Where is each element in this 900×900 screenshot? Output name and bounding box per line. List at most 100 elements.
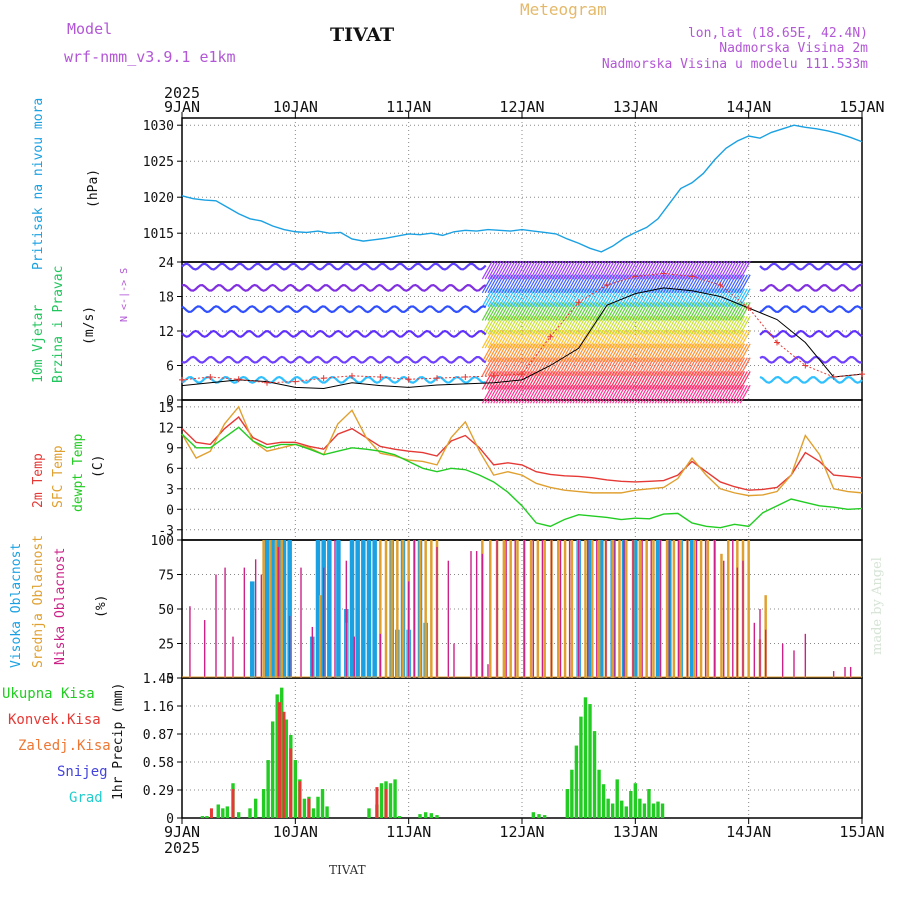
wind-barb: [617, 315, 629, 335]
wind-barb: [623, 274, 635, 294]
wind-barb: [558, 260, 570, 280]
wind-barb: [515, 329, 527, 349]
wind-barb: [600, 288, 612, 307]
wind-barb: [654, 357, 666, 376]
wind-barb: [634, 315, 646, 335]
wind-barb: [708, 302, 720, 321]
wind-barb: [711, 274, 723, 294]
wind-barb: [702, 343, 714, 363]
wind-barb: [493, 371, 505, 390]
cloud-mid-label: Srednja Oblacnost: [31, 535, 46, 668]
year-label-top: 2025: [164, 84, 200, 102]
wind-barb: [504, 288, 516, 307]
cloud-bar: [514, 540, 516, 678]
wind-barb: [495, 288, 508, 307]
wind-barb: [586, 384, 598, 404]
wind-direction-marker: [462, 374, 469, 380]
wind-barb: [558, 274, 570, 294]
wind-barb: [674, 343, 686, 363]
wind-barb: [668, 384, 680, 404]
cloud-bar: [481, 553, 484, 678]
wind-barb: [592, 274, 604, 294]
cloud-bar: [591, 540, 594, 678]
wind-barb: [728, 384, 740, 404]
wind-barb: [719, 329, 731, 349]
y-tick-label: 9: [166, 442, 174, 457]
wind-barb: [563, 357, 576, 376]
wind-barb: [677, 371, 689, 390]
wind-barb: [580, 343, 593, 363]
wind-barb: [561, 260, 573, 280]
wind-barb: [524, 302, 536, 321]
wind-barb: [612, 329, 624, 349]
wind-barb: [484, 329, 496, 349]
wind-barb: [572, 343, 584, 363]
y-tick-label: 0: [166, 394, 174, 409]
precip-bar: [221, 808, 225, 818]
wind-barb: [529, 302, 542, 321]
wind-barb: [538, 329, 550, 349]
cloud-bar: [536, 540, 540, 678]
wind-barb: [682, 329, 695, 349]
wind-barb: [529, 288, 542, 307]
wind-barb: [493, 384, 505, 404]
wind-barb: [648, 288, 661, 307]
wind-barb: [484, 315, 496, 335]
wind-barb: [640, 384, 652, 404]
wind-barb: [705, 315, 717, 335]
wind-barb: [617, 371, 629, 390]
wind-barb: [495, 274, 508, 294]
wind-barb: [518, 343, 530, 363]
wind-barb: [552, 371, 564, 390]
cloud-bar: [753, 622, 756, 678]
wind-barb: [481, 288, 493, 307]
wind-barb: [600, 302, 612, 321]
precip-bar: [588, 704, 592, 818]
precip-bar: [225, 806, 230, 818]
wind-stream: [181, 305, 487, 314]
wind-barb: [714, 329, 726, 349]
y-tick-label: 1025: [143, 155, 174, 170]
wind-barb: [484, 384, 496, 404]
wind-barb: [637, 371, 649, 390]
wind-barb: [640, 302, 652, 321]
wind-barb: [490, 274, 502, 294]
wind-barb: [736, 343, 748, 363]
wind-barb: [733, 357, 746, 376]
wind-barb: [682, 384, 695, 404]
wind-barb: [609, 384, 621, 404]
wind-barb: [612, 302, 624, 321]
wind-barb: [626, 371, 638, 390]
wind-barb: [595, 329, 607, 349]
wind-barb: [589, 343, 601, 363]
wind-barb: [563, 288, 576, 307]
cloud-bar: [487, 664, 489, 678]
wind-barb: [549, 260, 561, 280]
wind-barb: [739, 371, 751, 390]
wind-barb: [677, 329, 689, 349]
wind-barb: [507, 329, 519, 349]
wind-barb: [512, 315, 525, 335]
x-tick-label-top: 15JAN: [839, 98, 884, 116]
wind-barb: [637, 315, 649, 335]
wind-barb: [631, 302, 644, 321]
wind-barb: [501, 343, 513, 363]
cloud-bar: [215, 574, 217, 678]
cloud-bar: [650, 540, 652, 678]
wind-barb: [654, 384, 666, 404]
temp-unit-label: (C): [91, 455, 106, 478]
wind-barb: [663, 384, 675, 404]
wind-barb: [603, 343, 615, 363]
wind-barb: [643, 357, 655, 376]
wind-barb: [580, 329, 593, 349]
cloud-bar: [686, 540, 689, 678]
cloud-bar: [832, 671, 835, 678]
wind-barb: [657, 260, 669, 280]
y-tick-label: 0: [166, 812, 174, 827]
wind-barb: [688, 384, 700, 404]
wind-barb: [708, 288, 720, 307]
wind-barb: [680, 384, 692, 404]
wind-barb: [702, 302, 714, 321]
wind-barb: [617, 357, 629, 376]
wind-barb: [583, 329, 595, 349]
